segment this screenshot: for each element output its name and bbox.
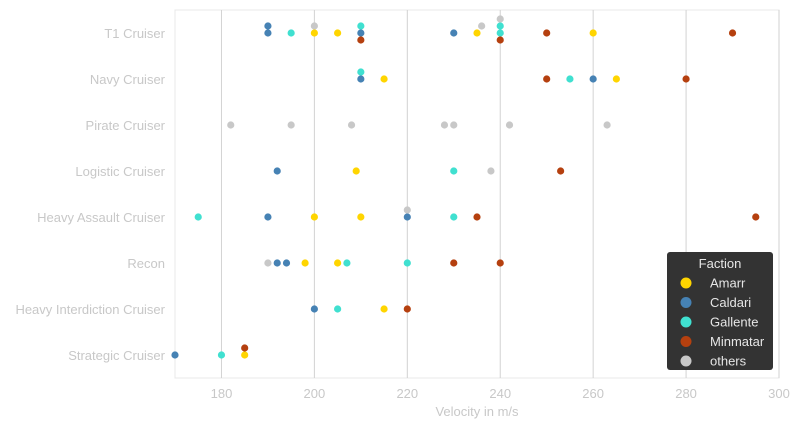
legend-label-caldari: Caldari (710, 295, 751, 310)
point-amarr-t1-cruiser-0 (310, 29, 318, 37)
point-gallente-t1-cruiser-3 (496, 22, 504, 30)
x-tick-label-260: 260 (582, 386, 604, 401)
category-label-recon: Recon (127, 256, 165, 271)
point-minmatar-heavy-interdiction-cruiser-11 (403, 305, 411, 313)
point-gallente-t1-cruiser-0 (287, 29, 295, 37)
point-minmatar-t1-cruiser-1 (496, 36, 504, 44)
point-others-t1-cruiser-1 (478, 22, 486, 30)
point-others-t1-cruiser-2 (496, 15, 504, 23)
point-amarr-strategic-cruiser-12 (241, 351, 249, 359)
point-gallente-logistic-cruiser-6 (450, 167, 458, 175)
category-label-t1-cruiser: T1 Cruiser (104, 26, 165, 41)
point-others-pirate-cruiser-4 (287, 121, 295, 129)
x-tick-labels: 180 200 220 240 260 280 300 (211, 386, 790, 401)
point-others-heavy-assault-cruiser-11 (403, 206, 411, 214)
legend-label-gallente: Gallente (710, 315, 758, 330)
point-minmatar-recon-9 (450, 259, 458, 267)
point-minmatar-t1-cruiser-0 (357, 36, 365, 44)
point-amarr-navy-cruiser-4 (380, 75, 388, 83)
legend-label-others: others (710, 354, 747, 369)
category-label-heavy-assault-cruiser: Heavy Assault Cruiser (37, 210, 166, 225)
legend-marker-others (680, 355, 692, 367)
point-minmatar-navy-cruiser-5 (682, 75, 690, 83)
legend-items: Amarr Caldari Gallente Minmatar others (680, 276, 765, 369)
x-tick-label-280: 280 (675, 386, 697, 401)
point-others-pirate-cruiser-9 (603, 121, 611, 129)
x-tick-label-180: 180 (211, 386, 233, 401)
legend-marker-gallente (680, 316, 692, 328)
point-amarr-heavy-assault-cruiser-8 (357, 213, 365, 221)
category-label-navy-cruiser: Navy Cruiser (90, 72, 166, 87)
legend-marker-amarr (680, 277, 692, 289)
point-amarr-recon-10 (334, 259, 342, 267)
point-gallente-navy-cruiser-5 (566, 75, 574, 83)
point-amarr-heavy-interdiction-cruiser-11 (380, 305, 388, 313)
point-minmatar-recon-10 (496, 259, 504, 267)
legend-marker-minmatar (680, 336, 692, 347)
point-caldari-heavy-assault-cruiser-7 (264, 213, 272, 221)
point-gallente-heavy-interdiction-cruiser-11 (334, 305, 342, 313)
point-minmatar-t1-cruiser-2 (543, 29, 551, 37)
point-others-recon-12 (264, 259, 272, 267)
legend-marker-caldari (680, 297, 692, 308)
point-gallente-recon-10 (403, 259, 411, 267)
point-gallente-heavy-assault-cruiser-7 (194, 213, 202, 221)
x-axis-title: Velocity in m/s (435, 404, 519, 419)
point-caldari-t1-cruiser-2 (357, 29, 365, 37)
point-minmatar-navy-cruiser-4 (543, 75, 551, 83)
point-gallente-heavy-assault-cruiser-8 (450, 213, 458, 221)
point-caldari-heavy-assault-cruiser-8 (403, 213, 411, 221)
point-amarr-t1-cruiser-3 (589, 29, 597, 37)
point-caldari-t1-cruiser-0 (264, 29, 272, 37)
category-label-logistic-cruiser: Logistic Cruiser (75, 164, 165, 179)
category-labels: T1 Cruiser Navy Cruiser Pirate Cruiser Logi… (15, 26, 165, 363)
point-others-pirate-cruiser-3 (227, 121, 235, 129)
point-minmatar-t1-cruiser-3 (728, 29, 737, 37)
category-label-heavy-interdiction-cruiser: Heavy Interdiction Cruiser (15, 302, 165, 317)
point-amarr-t1-cruiser-2 (473, 29, 481, 37)
point-caldari-recon-9 (273, 259, 281, 267)
point-gallente-navy-cruiser-4 (357, 68, 365, 76)
point-others-t1-cruiser-0 (310, 22, 318, 30)
data-points (171, 15, 760, 359)
category-label-strategic-cruiser: Strategic Cruiser (68, 348, 165, 363)
point-minmatar-strategic-cruiser-12 (241, 344, 249, 352)
point-amarr-recon-9 (301, 259, 309, 267)
point-gallente-recon-9 (343, 259, 351, 267)
point-amarr-logistic-cruiser-6 (352, 167, 360, 175)
point-amarr-navy-cruiser-5 (612, 75, 620, 83)
point-caldari-navy-cruiser-5 (589, 75, 597, 83)
point-caldari-logistic-cruiser-6 (273, 167, 281, 175)
legend-title: Faction (699, 256, 742, 271)
point-gallente-t1-cruiser-1 (357, 22, 365, 30)
x-tick-label-240: 240 (489, 386, 511, 401)
x-tick-label-200: 200 (304, 386, 326, 401)
point-caldari-recon-10 (282, 259, 291, 267)
x-tick-label-220: 220 (396, 386, 418, 401)
point-minmatar-logistic-cruiser-6 (557, 167, 565, 175)
point-caldari-strategic-cruiser-12 (171, 351, 179, 359)
point-others-pirate-cruiser-8 (505, 121, 514, 129)
point-amarr-heavy-assault-cruiser-7 (310, 213, 318, 221)
point-amarr-t1-cruiser-1 (334, 29, 342, 37)
point-caldari-t1-cruiser-1 (264, 22, 272, 30)
point-caldari-heavy-interdiction-cruiser-11 (310, 305, 318, 313)
point-others-pirate-cruiser-7 (450, 121, 458, 129)
x-tick-label-300: 300 (768, 386, 790, 401)
point-others-logistic-cruiser-10 (487, 167, 495, 175)
legend-label-minmatar: Minmatar (710, 334, 765, 349)
point-others-pirate-cruiser-5 (347, 121, 356, 129)
point-minmatar-heavy-assault-cruiser-7 (473, 213, 481, 221)
point-gallente-t1-cruiser-2 (496, 29, 504, 37)
category-label-pirate-cruiser: Pirate Cruiser (86, 118, 166, 133)
point-others-pirate-cruiser-6 (440, 121, 449, 129)
point-minmatar-heavy-assault-cruiser-8 (752, 213, 760, 221)
point-caldari-navy-cruiser-4 (357, 75, 365, 83)
point-gallente-strategic-cruiser-12 (217, 351, 226, 359)
legend-label-amarr: Amarr (710, 276, 746, 291)
legend: Faction Amarr Caldari Gallente Minmatar othe… (667, 252, 773, 370)
point-caldari-t1-cruiser-3 (450, 29, 458, 37)
legend-box (667, 252, 773, 370)
